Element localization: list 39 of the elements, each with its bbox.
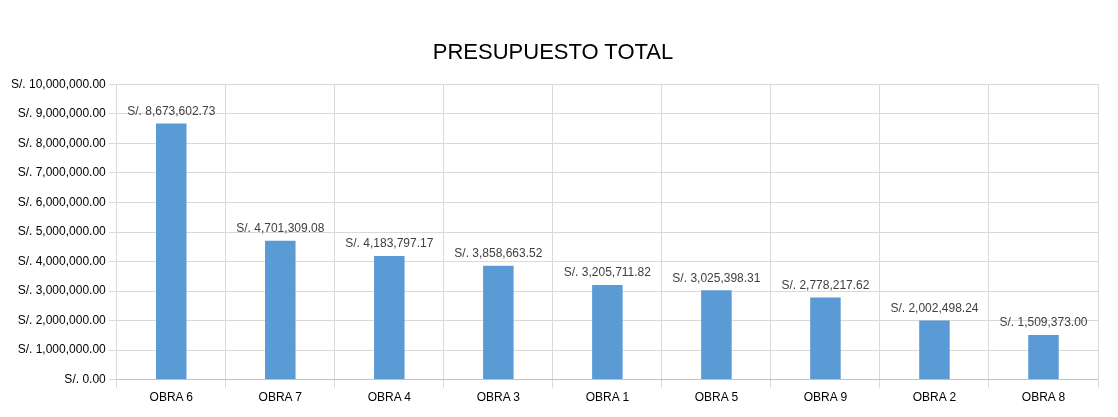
y-tick-label: S/. 6,000,000.00 [17, 194, 107, 209]
bar [156, 123, 187, 380]
y-tick-label: S/. 8,000,000.00 [17, 135, 107, 150]
x-tick-label: OBRA 8 [1021, 390, 1066, 405]
y-tick-label: S/. 9,000,000.00 [17, 106, 107, 121]
chart-title: PRESUPUESTO TOTAL [432, 39, 674, 65]
x-tick-label: OBRA 2 [912, 390, 957, 405]
data-label: S/. 3,858,663.52 [454, 246, 543, 260]
data-label: S/. 2,778,217.62 [781, 277, 870, 292]
bar [592, 284, 623, 380]
x-tick-label: OBRA 4 [367, 390, 412, 405]
bar [919, 320, 950, 380]
data-label: S/. 3,025,398.31 [672, 270, 761, 285]
y-tick-label: S/. 10,000,000.00 [11, 76, 107, 91]
data-label: S/. 4,701,309.08 [236, 221, 325, 236]
data-label: S/. 8,673,602.73 [127, 103, 216, 118]
x-tick-label: OBRA 5 [694, 390, 739, 405]
y-tick-label: S/. 0.00 [64, 371, 107, 386]
data-label: S/. 2,002,498.24 [890, 300, 979, 315]
bar [483, 265, 514, 380]
data-label: S/. 1,509,373.00 [999, 315, 1088, 330]
bar [810, 297, 841, 380]
y-tick-label: S/. 1,000,000.00 [17, 342, 107, 357]
y-tick-label: S/. 5,000,000.00 [17, 224, 107, 239]
bar [265, 240, 296, 380]
y-tick-label: S/. 2,000,000.00 [17, 312, 107, 327]
x-tick-label: OBRA 1 [585, 390, 630, 405]
data-label: S/. 3,205,711.82 [563, 265, 652, 280]
bar [701, 290, 732, 380]
x-tick-label: OBRA 3 [476, 390, 521, 405]
data-label: S/. 4,183,797.17 [345, 236, 434, 251]
y-tick-label: S/. 3,000,000.00 [17, 283, 107, 298]
y-tick-label: S/. 7,000,000.00 [17, 165, 107, 180]
x-tick-label: OBRA 6 [149, 390, 194, 405]
bar [374, 256, 405, 380]
x-tick-label: OBRA 9 [803, 390, 848, 405]
y-tick-label: S/. 4,000,000.00 [17, 253, 107, 268]
x-tick-label: OBRA 7 [258, 390, 303, 405]
bar [1028, 335, 1059, 380]
